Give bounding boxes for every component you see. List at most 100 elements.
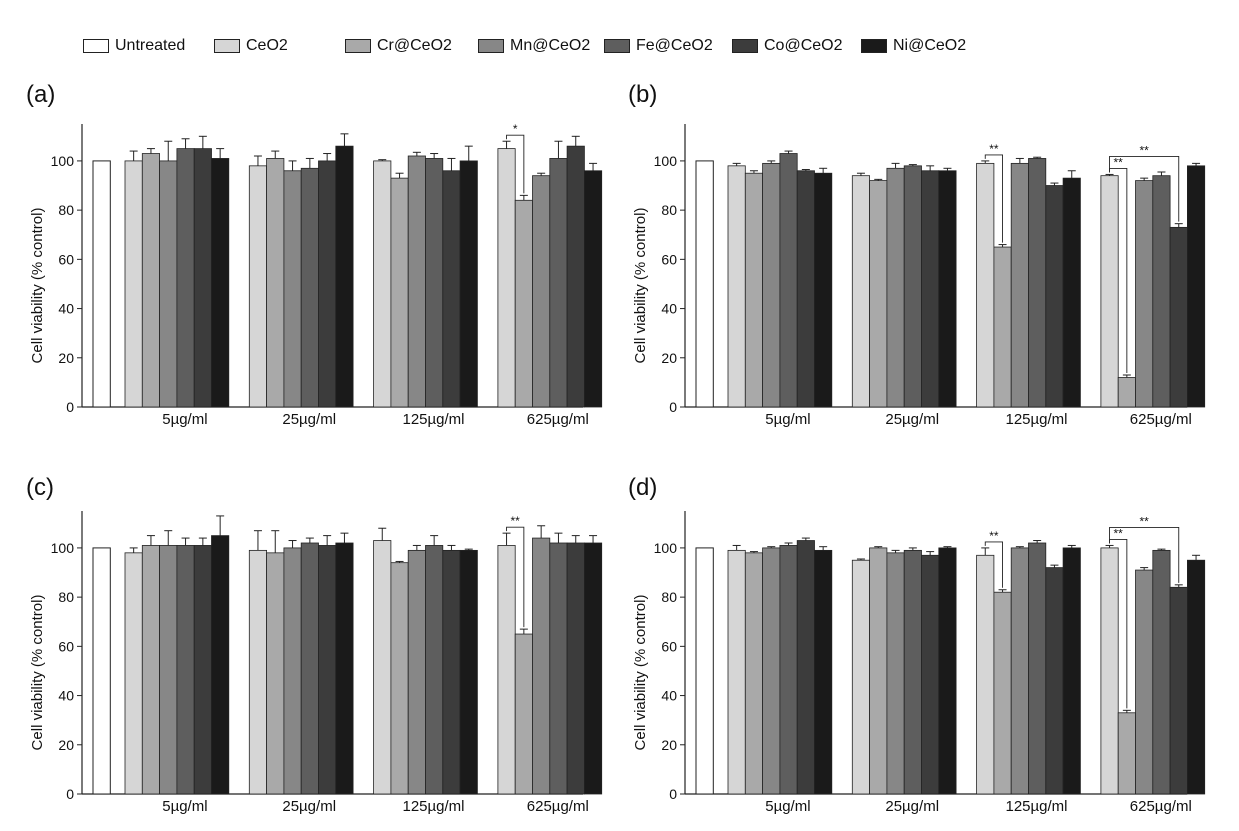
- bar: [211, 158, 230, 408]
- bar: [141, 153, 161, 408]
- x-category-label: 5µg/ml: [162, 798, 207, 815]
- bar: [779, 545, 798, 795]
- bar: [425, 545, 444, 795]
- legend-swatch: [478, 39, 504, 53]
- bar: [1045, 185, 1064, 408]
- legend-item-fe-ceo2: Fe@CeO2: [604, 36, 713, 56]
- bar: [796, 170, 815, 408]
- bar: [869, 547, 888, 795]
- bar: [390, 562, 409, 795]
- bar: [869, 180, 888, 408]
- x-category-label: 25µg/ml: [282, 798, 336, 815]
- x-category-label: 125µg/ml: [1005, 798, 1067, 815]
- bar: [373, 540, 392, 795]
- y-tick-label: 20: [661, 737, 677, 753]
- bar: [1028, 158, 1047, 408]
- bar: [532, 537, 551, 795]
- y-tick-label: 100: [51, 153, 75, 169]
- legend-item-ni-ceo2: Ni@CeO2: [861, 36, 966, 56]
- y-tick-label: 0: [66, 399, 74, 415]
- bar: [886, 167, 905, 408]
- x-category-label: 625µg/ml: [1130, 798, 1192, 815]
- bar: [442, 170, 461, 408]
- legend-label: Cr@CeO2: [377, 37, 452, 54]
- significance-bracket: [984, 541, 1003, 588]
- y-tick-label: 0: [66, 786, 74, 802]
- legend-swatch: [732, 39, 758, 53]
- bar: [124, 160, 143, 408]
- bar: [1135, 569, 1154, 795]
- bar: [993, 591, 1012, 795]
- bar: [814, 549, 833, 795]
- y-tick-label: 80: [661, 202, 677, 218]
- legend-swatch: [214, 39, 240, 53]
- bar: [176, 148, 195, 408]
- x-category-label: 125µg/ml: [402, 411, 464, 428]
- bar: [727, 165, 746, 408]
- legend-swatch: [345, 39, 371, 53]
- y-tick-label: 0: [669, 399, 677, 415]
- x-category-label: 25µg/ml: [885, 411, 939, 428]
- legend-item-cr-ceo2: Cr@CeO2: [345, 36, 452, 56]
- bar: [193, 148, 212, 408]
- y-tick-label: 100: [654, 153, 678, 169]
- y-tick-label: 60: [58, 638, 74, 654]
- bar: [497, 148, 516, 408]
- bar: [459, 549, 478, 795]
- y-tick-label: 80: [661, 589, 677, 605]
- significance-label: **: [1114, 526, 1124, 540]
- bar: [248, 549, 268, 795]
- bar: [549, 542, 568, 795]
- bar: [938, 170, 957, 408]
- bar: [851, 175, 870, 408]
- x-category-label: 25µg/ml: [282, 411, 336, 428]
- bar: [796, 540, 815, 795]
- bar: [1169, 586, 1188, 795]
- legend-label: Untreated: [115, 37, 186, 54]
- bar: [727, 549, 746, 795]
- bar: [318, 160, 337, 408]
- significance-label: **: [511, 514, 521, 528]
- y-tick-label: 80: [58, 202, 74, 218]
- bar: [1100, 175, 1119, 408]
- bar: [1152, 549, 1171, 795]
- bar: [442, 549, 461, 795]
- bar: [1169, 226, 1188, 408]
- y-tick-label: 20: [58, 737, 74, 753]
- bar: [1187, 559, 1206, 795]
- bar-untreated: [695, 160, 714, 408]
- significance-label: **: [1139, 143, 1149, 157]
- bar: [283, 547, 302, 795]
- y-tick-label: 20: [58, 350, 74, 366]
- bar-untreated: [695, 547, 714, 795]
- bar: [1010, 547, 1029, 795]
- panel-letter: (d): [628, 474, 657, 501]
- legend-label: Co@CeO2: [764, 37, 843, 54]
- bar: [1062, 177, 1081, 408]
- significance-label: **: [1114, 155, 1124, 169]
- bar: [993, 246, 1012, 408]
- bar: [584, 542, 603, 795]
- bar-untreated: [92, 160, 111, 408]
- bar: [211, 535, 230, 795]
- y-tick-label: 100: [654, 540, 678, 556]
- y-tick-label: 100: [51, 540, 75, 556]
- bar: [514, 199, 533, 408]
- bar: [1045, 567, 1064, 795]
- bar: [1152, 175, 1171, 408]
- bar: [124, 552, 143, 795]
- legend-label: CeO2: [246, 37, 288, 54]
- bar: [300, 167, 319, 408]
- x-category-label: 5µg/ml: [765, 411, 810, 428]
- bar: [266, 158, 285, 408]
- x-category-label: 125µg/ml: [1005, 411, 1067, 428]
- bar: [159, 160, 178, 408]
- bar: [903, 165, 922, 408]
- bar: [159, 545, 178, 795]
- bar-untreated: [92, 547, 111, 795]
- x-category-label: 5µg/ml: [765, 798, 810, 815]
- legend-item-co-ceo2: Co@CeO2: [732, 36, 843, 56]
- y-axis-label: Cell viability (% control): [632, 595, 649, 751]
- bar: [514, 633, 533, 795]
